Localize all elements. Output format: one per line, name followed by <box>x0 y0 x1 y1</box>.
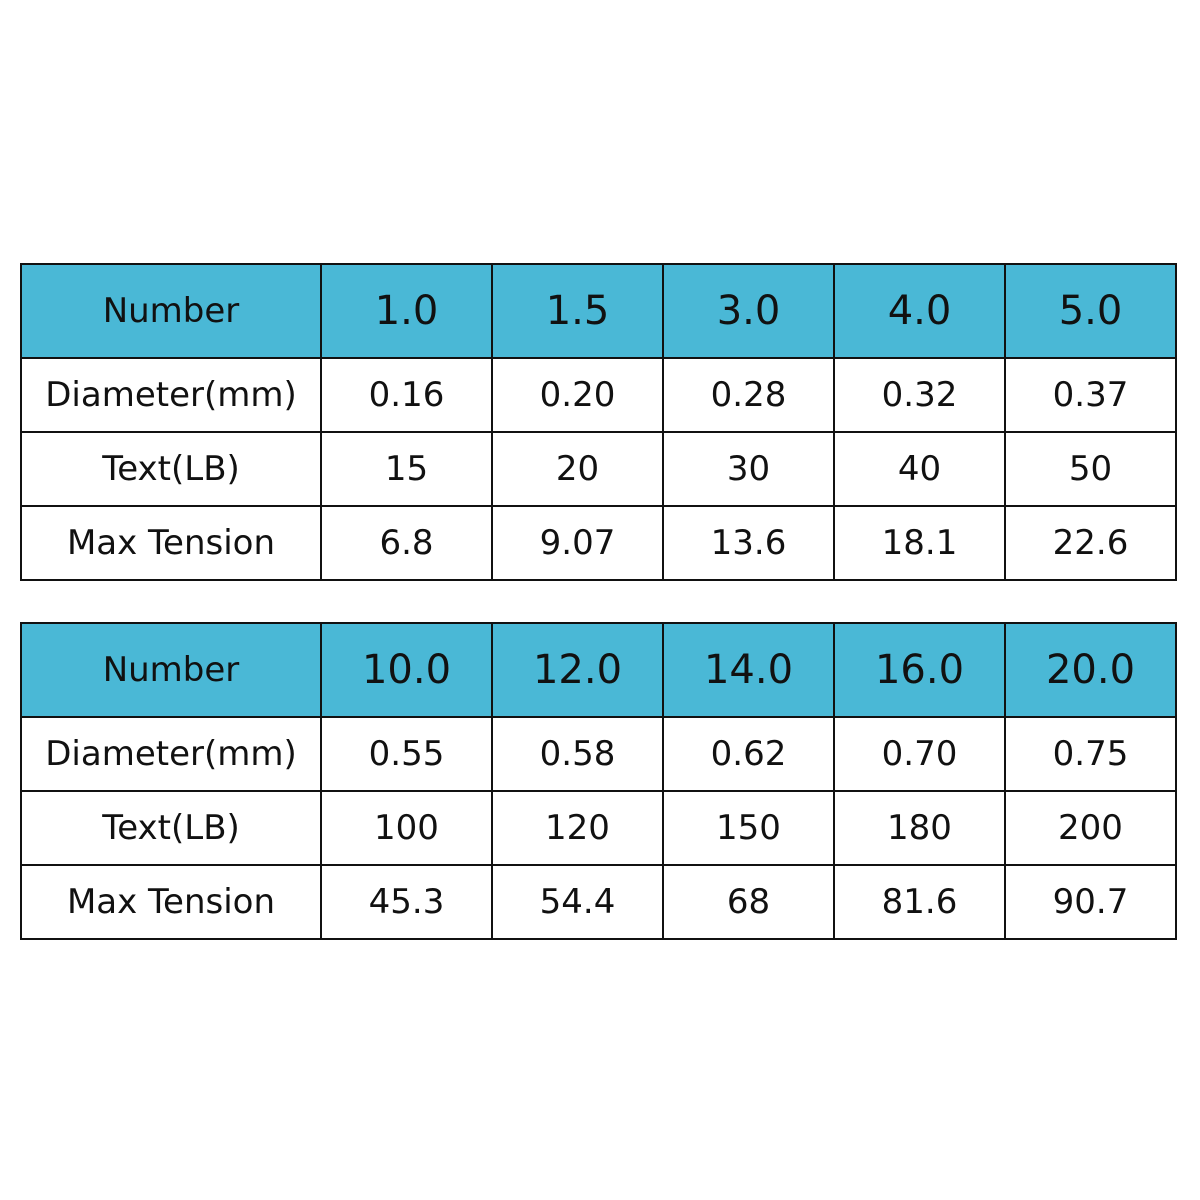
header-cell: 12.0 <box>491 622 664 718</box>
table-cell: 0.28 <box>662 357 835 433</box>
table-cell: 150 <box>662 790 835 866</box>
table-cell: 0.37 <box>1004 357 1177 433</box>
table-cell: 0.75 <box>1004 716 1177 792</box>
table-row: Text(LB) 15 20 30 40 50 <box>20 431 1177 507</box>
table-cell: 30 <box>662 431 835 507</box>
table-cell: 0.70 <box>833 716 1006 792</box>
table-row: Max Tension 45.3 54.4 68 81.6 90.7 <box>20 864 1177 940</box>
table-cell: 50 <box>1004 431 1177 507</box>
table-row: Max Tension 6.8 9.07 13.6 18.1 22.6 <box>20 505 1177 581</box>
table-cell: 15 <box>320 431 493 507</box>
row-label: Diameter(mm) <box>20 716 322 792</box>
spec-table: Number 10.0 12.0 14.0 16.0 20.0 Diameter(mm) 0.… <box>20 622 1177 940</box>
table-cell: 81.6 <box>833 864 1006 940</box>
table-cell: 9.07 <box>491 505 664 581</box>
table-cell: 0.58 <box>491 716 664 792</box>
table-row: Text(LB) 100 120 150 180 200 <box>20 790 1177 866</box>
table-cell: 0.32 <box>833 357 1006 433</box>
table-cell: 20 <box>491 431 664 507</box>
table-cell: 120 <box>491 790 664 866</box>
table-row: Diameter(mm) 0.55 0.58 0.62 0.70 0.75 <box>20 716 1177 792</box>
row-label: Max Tension <box>20 864 322 940</box>
table-cell: 68 <box>662 864 835 940</box>
header-row: Number 10.0 12.0 14.0 16.0 20.0 <box>20 622 1177 718</box>
table-cell: 0.55 <box>320 716 493 792</box>
table-cell: 13.6 <box>662 505 835 581</box>
row-label: Text(LB) <box>20 431 322 507</box>
header-cell: 3.0 <box>662 263 835 359</box>
spec-table: Number 1.0 1.5 3.0 4.0 5.0 Diameter(mm) 0.16 0.2… <box>20 263 1177 581</box>
header-cell: Number <box>20 263 322 359</box>
table-cell: 22.6 <box>1004 505 1177 581</box>
header-cell: 4.0 <box>833 263 1006 359</box>
table-cell: 90.7 <box>1004 864 1177 940</box>
table-cell: 54.4 <box>491 864 664 940</box>
header-cell: 10.0 <box>320 622 493 718</box>
table-row: Diameter(mm) 0.16 0.20 0.28 0.32 0.37 <box>20 357 1177 433</box>
table-cell: 6.8 <box>320 505 493 581</box>
header-cell: Number <box>20 622 322 718</box>
table-cell: 0.20 <box>491 357 664 433</box>
header-cell: 1.5 <box>491 263 664 359</box>
header-cell: 5.0 <box>1004 263 1177 359</box>
header-cell: 1.0 <box>320 263 493 359</box>
table-cell: 0.16 <box>320 357 493 433</box>
table-cell: 100 <box>320 790 493 866</box>
table-cell: 0.62 <box>662 716 835 792</box>
header-cell: 20.0 <box>1004 622 1177 718</box>
table-cell: 200 <box>1004 790 1177 866</box>
header-row: Number 1.0 1.5 3.0 4.0 5.0 <box>20 263 1177 359</box>
table-cell: 18.1 <box>833 505 1006 581</box>
table-cell: 45.3 <box>320 864 493 940</box>
row-label: Diameter(mm) <box>20 357 322 433</box>
header-cell: 16.0 <box>833 622 1006 718</box>
table-cell: 180 <box>833 790 1006 866</box>
table-cell: 40 <box>833 431 1006 507</box>
row-label: Text(LB) <box>20 790 322 866</box>
header-cell: 14.0 <box>662 622 835 718</box>
row-label: Max Tension <box>20 505 322 581</box>
